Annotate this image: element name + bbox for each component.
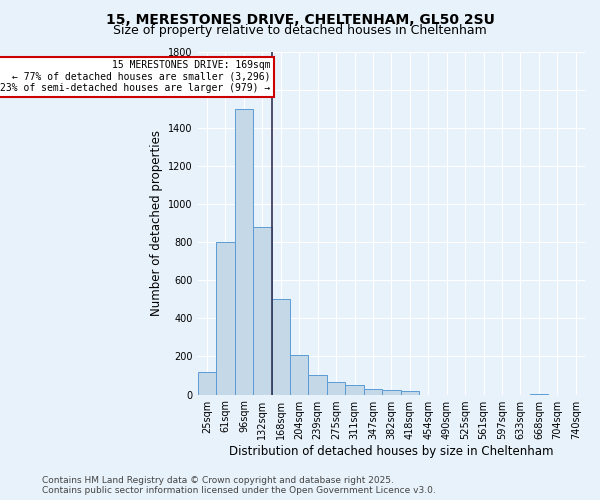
Bar	[327, 382, 345, 394]
Bar	[216, 242, 235, 394]
Bar	[382, 390, 401, 394]
Bar	[345, 385, 364, 394]
Text: 15 MERESTONES DRIVE: 169sqm
← 77% of detached houses are smaller (3,296)
23% of : 15 MERESTONES DRIVE: 169sqm ← 77% of det…	[1, 60, 271, 94]
Bar	[290, 354, 308, 395]
Bar	[235, 108, 253, 395]
Text: 15, MERESTONES DRIVE, CHELTENHAM, GL50 2SU: 15, MERESTONES DRIVE, CHELTENHAM, GL50 2…	[106, 12, 494, 26]
Text: Contains HM Land Registry data © Crown copyright and database right 2025.
Contai: Contains HM Land Registry data © Crown c…	[42, 476, 436, 495]
Bar	[198, 372, 216, 394]
Bar	[272, 300, 290, 394]
Bar	[401, 391, 419, 394]
Bar	[364, 389, 382, 394]
Y-axis label: Number of detached properties: Number of detached properties	[150, 130, 163, 316]
Bar	[253, 227, 272, 394]
Bar	[308, 374, 327, 394]
Text: Size of property relative to detached houses in Cheltenham: Size of property relative to detached ho…	[113, 24, 487, 37]
X-axis label: Distribution of detached houses by size in Cheltenham: Distribution of detached houses by size …	[229, 444, 554, 458]
